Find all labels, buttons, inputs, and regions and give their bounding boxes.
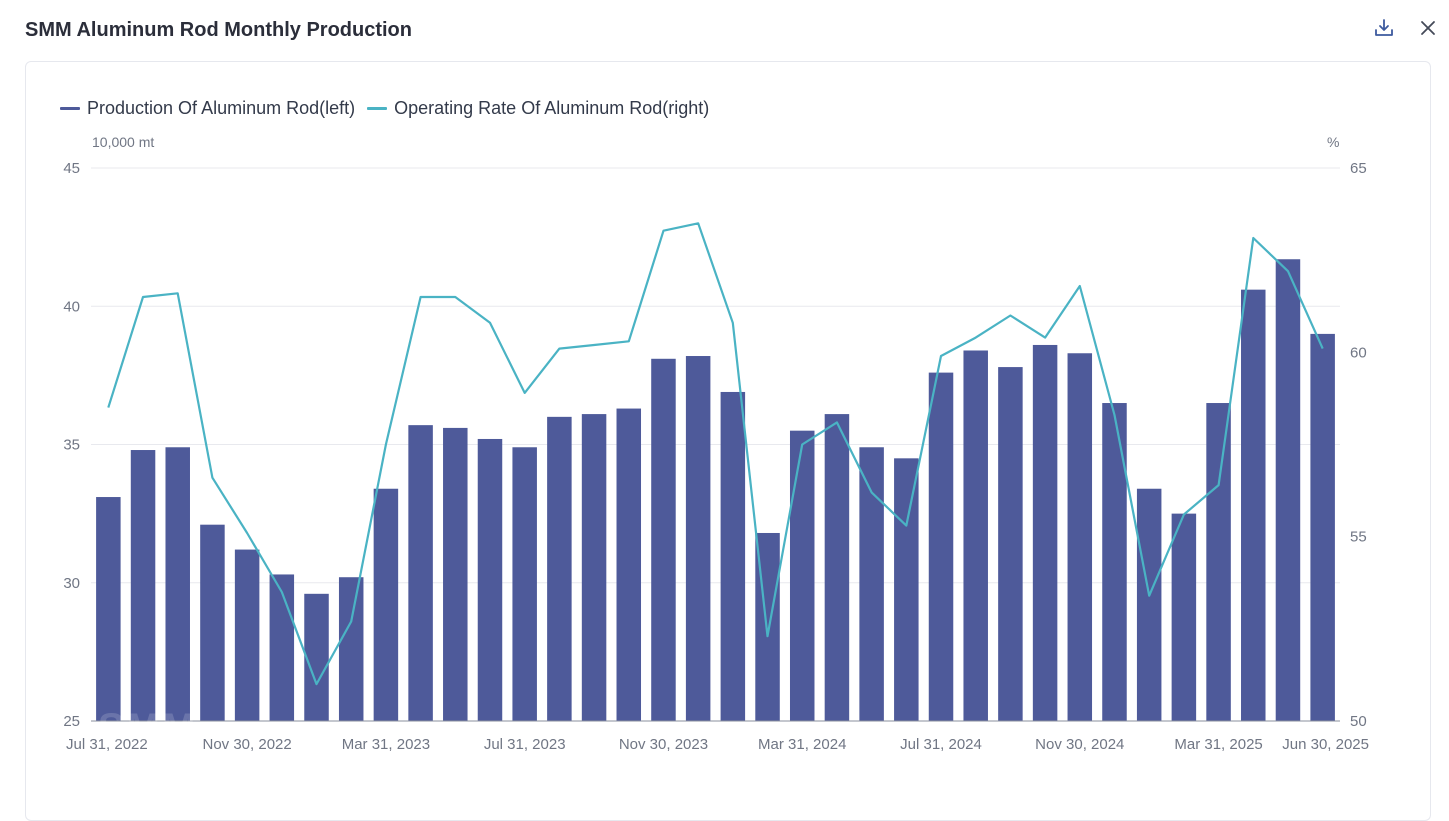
bar xyxy=(859,447,884,721)
x-tick-label: Jul 31, 2024 xyxy=(900,736,982,753)
watermark: SMM xyxy=(98,706,198,750)
bar xyxy=(234,549,260,721)
legend-swatch-production xyxy=(60,107,80,110)
legend-label-production: Production Of Aluminum Rod(left) xyxy=(87,98,356,118)
download-button[interactable] xyxy=(1370,14,1398,42)
bar xyxy=(963,350,988,721)
bar xyxy=(928,372,954,721)
bar xyxy=(1171,513,1197,721)
x-tick-label: Mar 31, 2024 xyxy=(758,736,846,753)
y-right-tick-label: 65 xyxy=(1350,160,1367,177)
x-tick-label: Nov 30, 2023 xyxy=(619,736,708,753)
bar xyxy=(1241,289,1266,721)
x-tick-label: Mar 31, 2025 xyxy=(1174,736,1262,753)
legend-swatch-operating-rate xyxy=(367,107,388,110)
bar xyxy=(1275,259,1301,721)
bar xyxy=(547,416,572,721)
close-button[interactable] xyxy=(1414,14,1442,42)
chart-plot: 25 30 35 40 45 50 55 60 65 Jul 31, 2022 Nov 30, 20… xyxy=(63,160,1369,753)
bar xyxy=(269,574,295,721)
bar xyxy=(720,391,746,721)
right-axis-unit: % xyxy=(1327,134,1340,150)
y-right-tick-label: 60 xyxy=(1350,344,1367,361)
y-left-tick-label: 35 xyxy=(63,437,80,454)
bar xyxy=(1032,344,1058,721)
bar xyxy=(408,425,433,721)
bar xyxy=(96,497,121,721)
operating-rate-line xyxy=(107,222,1324,686)
bar xyxy=(477,438,503,721)
legend-item-operating-rate[interactable]: Operating Rate Of Aluminum Rod(right) xyxy=(367,98,709,119)
bar xyxy=(1136,488,1162,721)
bar xyxy=(200,524,225,721)
bar xyxy=(998,367,1023,721)
close-icon xyxy=(1421,21,1435,35)
bar xyxy=(304,593,329,721)
y-right-tick-label: 50 xyxy=(1350,713,1367,730)
x-tick-label: Nov 30, 2024 xyxy=(1035,736,1124,753)
download-icon xyxy=(1375,19,1393,36)
bar xyxy=(616,408,642,721)
left-axis-unit: 10,000 mt xyxy=(92,134,155,150)
bar xyxy=(1067,353,1093,721)
bar xyxy=(373,488,399,721)
legend-item-production[interactable]: Production Of Aluminum Rod(left) xyxy=(60,98,355,119)
bar xyxy=(512,447,537,721)
bar xyxy=(581,414,607,721)
bar xyxy=(789,430,815,721)
x-tick-label: Jul 31, 2023 xyxy=(484,736,566,753)
y-left-tick-label: 40 xyxy=(63,298,80,315)
bar xyxy=(130,450,156,721)
bar xyxy=(824,414,850,721)
bar xyxy=(165,447,190,721)
page-title: SMM Aluminum Rod Monthly Production xyxy=(25,19,412,41)
bar xyxy=(1310,333,1335,721)
y-right-tick-label: 55 xyxy=(1350,529,1367,546)
chart-legend: Production Of Aluminum Rod(left) Operati… xyxy=(60,98,721,119)
bar xyxy=(1206,403,1231,721)
y-left-tick-label: 30 xyxy=(63,575,80,592)
bar xyxy=(338,577,364,721)
x-tick-label: Mar 31, 2023 xyxy=(342,736,430,753)
x-tick-label: Nov 30, 2022 xyxy=(203,736,292,753)
bar xyxy=(651,358,676,721)
x-tick-label: Jul 31, 2022 xyxy=(66,736,148,753)
y-left-tick-label: 25 xyxy=(63,713,80,730)
y-left-tick-label: 45 xyxy=(63,160,80,177)
bar xyxy=(894,458,919,721)
bar xyxy=(685,356,711,721)
x-tick-label: Jun 30, 2025 xyxy=(1282,736,1369,753)
bar xyxy=(1102,403,1127,721)
legend-label-operating-rate: Operating Rate Of Aluminum Rod(right) xyxy=(394,98,710,118)
bar xyxy=(443,427,468,721)
